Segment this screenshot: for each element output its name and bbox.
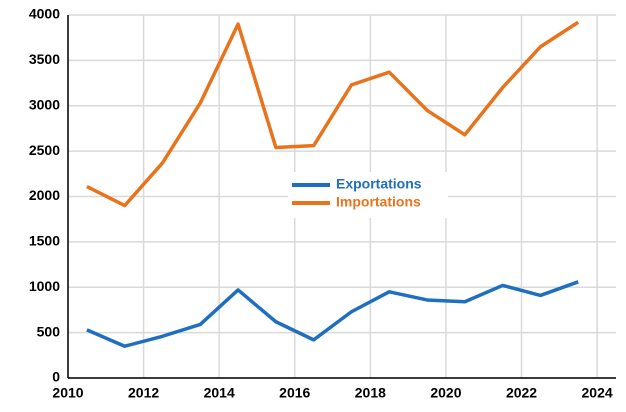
- legend-label: Exportations: [336, 176, 422, 192]
- y-tick-label: 3000: [29, 96, 60, 112]
- y-tick-label: 2000: [29, 187, 60, 203]
- x-tick-label: 2012: [128, 385, 159, 401]
- x-tick-label: 2016: [279, 385, 310, 401]
- legend-label: Importations: [336, 194, 421, 210]
- line-series: [86, 20, 580, 208]
- x-tick-label: 2022: [506, 385, 537, 401]
- x-tick-label: 2014: [204, 385, 235, 401]
- y-tick-label: 0: [52, 369, 60, 385]
- y-tick-label: 2500: [29, 142, 60, 158]
- y-tick-label: 1500: [29, 233, 60, 249]
- y-tick-label: 1000: [29, 278, 60, 294]
- x-tick-label: 2020: [430, 385, 461, 401]
- x-tick-label: 2018: [355, 385, 386, 401]
- line-series: [86, 280, 579, 348]
- y-tick-label: 500: [37, 323, 61, 339]
- legend-box: [288, 172, 448, 218]
- x-tick-label: 2024: [582, 385, 613, 401]
- y-tick-label: 4000: [29, 6, 60, 22]
- x-tick-label: 2010: [52, 385, 83, 401]
- y-tick-label: 3500: [29, 51, 60, 67]
